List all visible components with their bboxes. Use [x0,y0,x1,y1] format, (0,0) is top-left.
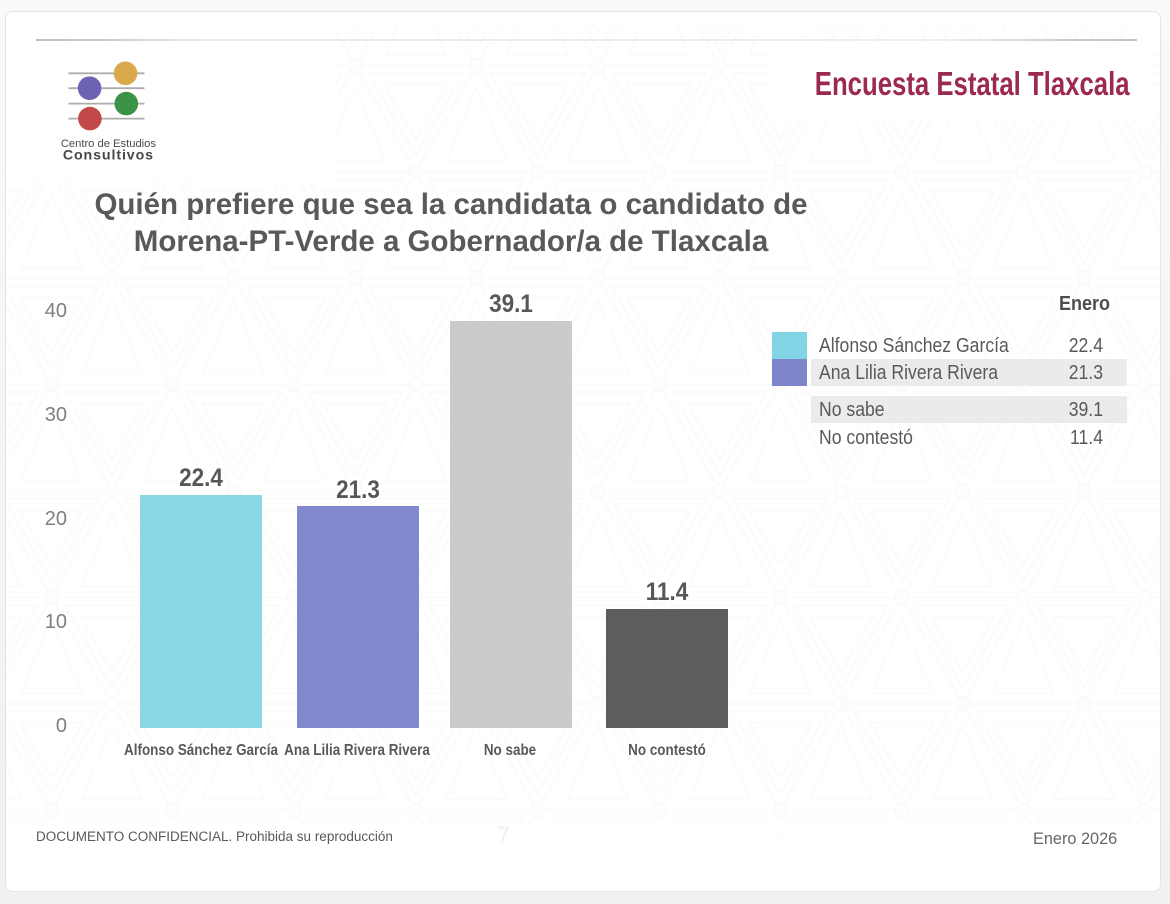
svg-text:Centro de Estudios: Centro de Estudios [61,138,157,150]
svg-text:Consultivos: Consultivos [63,148,154,164]
